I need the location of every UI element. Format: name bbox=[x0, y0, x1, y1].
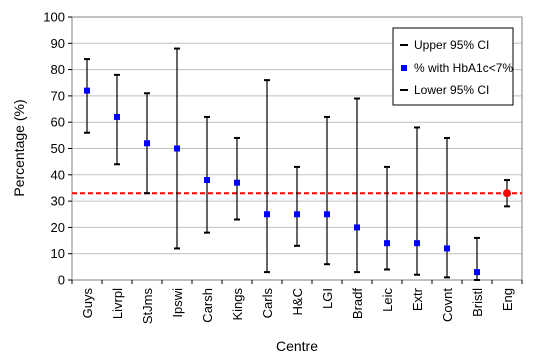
y-tick-label: 90 bbox=[51, 36, 65, 51]
data-point bbox=[204, 177, 210, 184]
x-tick-label: Livrpl bbox=[110, 288, 125, 319]
x-tick-label: Guys bbox=[80, 288, 95, 319]
data-point bbox=[144, 140, 150, 147]
error-bars-layer bbox=[84, 47, 511, 281]
x-tick-label: Bradf bbox=[350, 288, 365, 319]
y-tick-label: 20 bbox=[51, 220, 65, 235]
y-axis: 0 10 20 30 40 50 60 70 80 90 100 bbox=[43, 10, 72, 288]
data-point bbox=[384, 240, 390, 247]
y-tick-label: 0 bbox=[58, 273, 65, 288]
legend-lower-label: Lower 95% CI bbox=[414, 83, 489, 97]
data-point bbox=[234, 179, 240, 186]
legend: Upper 95% CI % with HbA1c<7% Lower 95% C… bbox=[392, 27, 514, 106]
y-tick-label: 60 bbox=[51, 115, 65, 130]
x-tick-label: Eng bbox=[500, 288, 515, 311]
y-tick-label: 30 bbox=[51, 194, 65, 209]
data-point bbox=[264, 211, 270, 218]
legend-point-marker bbox=[401, 65, 407, 71]
x-tick-label: Covnt bbox=[440, 288, 455, 322]
x-tick-label: Carsh bbox=[200, 288, 215, 323]
x-tick-label: Carls bbox=[260, 288, 275, 319]
y-axis-title: Percentage (%) bbox=[11, 99, 27, 196]
data-point bbox=[174, 145, 180, 152]
x-tick-label: H&C bbox=[290, 288, 305, 315]
y-tick-label: 10 bbox=[51, 246, 65, 261]
y-tick-label: 50 bbox=[51, 141, 65, 156]
data-point bbox=[354, 224, 360, 231]
data-point bbox=[294, 211, 300, 218]
y-tick-label: 70 bbox=[51, 88, 65, 103]
data-point bbox=[324, 211, 330, 218]
data-point bbox=[414, 240, 420, 247]
y-tick-label: 100 bbox=[43, 10, 65, 25]
legend-upper-label: Upper 95% CI bbox=[414, 38, 489, 52]
y-tick-label: 40 bbox=[51, 167, 65, 182]
data-point bbox=[84, 87, 90, 94]
x-tick-label: Leic bbox=[380, 288, 395, 312]
data-point bbox=[444, 245, 450, 252]
data-point bbox=[503, 189, 511, 198]
x-tick-label: Bristl bbox=[470, 288, 485, 317]
data-point bbox=[114, 113, 120, 120]
legend-point-label: % with HbA1c<7% bbox=[414, 61, 513, 75]
x-axis-title: Centre bbox=[276, 338, 318, 354]
x-tick-label: Extr bbox=[410, 287, 425, 311]
x-tick-label: Kings bbox=[230, 288, 245, 321]
legend-box bbox=[392, 27, 514, 106]
x-axis: Guys Livrpl StJms Ipswi Carsh Kings Carls H&C LG… bbox=[71, 280, 523, 325]
data-point bbox=[474, 269, 480, 276]
y-tick-label: 80 bbox=[51, 62, 65, 77]
x-tick-label: StJms bbox=[140, 288, 155, 325]
x-tick-label: Ipswi bbox=[170, 288, 185, 318]
x-tick-label: LGI bbox=[320, 288, 335, 309]
